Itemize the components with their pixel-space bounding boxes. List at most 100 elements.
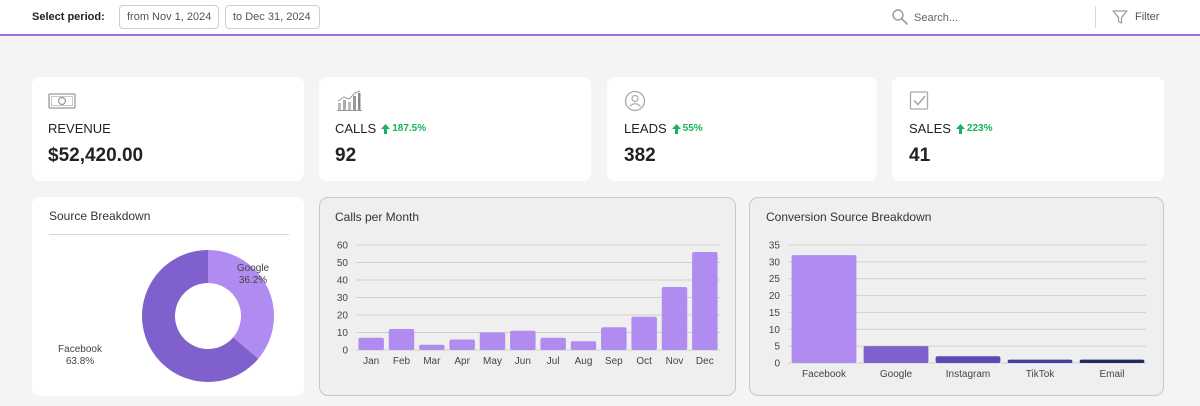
y-tick-label: 0 <box>342 346 348 357</box>
money-icon <box>48 93 76 109</box>
x-tick-label: Facebook <box>802 369 847 380</box>
y-tick-label: 10 <box>337 328 349 339</box>
bar-nov[interactable] <box>661 287 688 350</box>
bar-facebook[interactable] <box>791 255 857 363</box>
conversion-source-title: Conversion Source Breakdown <box>766 210 932 224</box>
search-input[interactable] <box>914 9 1074 27</box>
bar-email[interactable] <box>1079 359 1145 363</box>
bar-apr[interactable] <box>449 339 475 351</box>
sales-label: SALES <box>909 121 951 136</box>
bar-oct[interactable] <box>631 316 657 350</box>
slice-google-value: 36.2% <box>238 275 268 286</box>
donut-chart <box>142 250 274 382</box>
filter-label: Filter <box>1135 11 1160 23</box>
x-tick-label: Nov <box>666 356 684 367</box>
conversion-source-panel: Conversion Source Breakdown 0 5 10 15 20 25 30… <box>749 197 1164 396</box>
bar-tiktok[interactable] <box>1007 359 1073 363</box>
source-breakdown-title: Source Breakdown <box>49 209 151 223</box>
date-from-input[interactable]: from Nov 1, 2024 <box>119 5 219 29</box>
date-to-input[interactable]: to Dec 31, 2024 <box>225 5 320 29</box>
bar-chart-icon <box>337 90 362 111</box>
leads-card: LEADS 55% 382 <box>607 77 877 181</box>
top-bar: Select period: from Nov 1, 2024 to Dec 3… <box>0 0 1200 36</box>
slice-label-facebook: Facebook 63.8% <box>52 344 108 368</box>
bar-dec[interactable] <box>692 252 718 350</box>
sales-card: SALES 223% 41 <box>892 77 1164 181</box>
y-tick-label: 50 <box>337 258 349 269</box>
x-tick-label: Mar <box>423 356 441 367</box>
calls-per-month-panel: Calls per Month 0 10 20 30 40 50 60 Jan Feb Mar Ap… <box>319 197 736 396</box>
revenue-card: REVENUE $52,420.00 <box>32 77 304 181</box>
calls-per-month-chart: 0 10 20 30 40 50 60 Jan Feb Mar Apr May Jun Jul Aug Sep… <box>337 241 720 367</box>
x-tick-label: Oct <box>636 356 652 367</box>
y-tick-label: 30 <box>337 293 349 304</box>
slice-google-name: Google <box>236 263 270 274</box>
bar-instagram[interactable] <box>935 356 1001 363</box>
x-tick-label: Aug <box>575 356 593 367</box>
x-tick-label: Feb <box>393 356 411 367</box>
toolbar-divider <box>1095 6 1096 28</box>
x-tick-label: Instagram <box>946 369 990 380</box>
checkbox-icon <box>909 91 929 110</box>
y-tick-label: 25 <box>769 274 781 285</box>
calls-change: 187.5% <box>392 123 427 134</box>
bar-aug[interactable] <box>570 341 597 350</box>
y-tick-label: 15 <box>769 308 781 319</box>
x-tick-label: Jul <box>547 356 560 367</box>
bar-google[interactable] <box>863 346 929 363</box>
donut-slice-facebook[interactable] <box>142 250 259 382</box>
y-tick-label: 30 <box>769 257 781 268</box>
user-icon <box>624 90 646 112</box>
x-tick-label: Jan <box>363 356 379 367</box>
conversion-source-chart: 0 5 10 15 20 25 30 35 Facebook Google Instagram Tik… <box>769 241 1146 380</box>
calls-value: 92 <box>335 145 357 166</box>
leads-label: LEADS <box>624 121 667 136</box>
x-tick-label: Email <box>1099 369 1124 380</box>
calls-change-badge: 187.5% <box>381 123 426 134</box>
x-tick-label: May <box>483 356 502 367</box>
x-tick-label: Apr <box>454 356 470 367</box>
y-tick-label: 5 <box>774 342 780 353</box>
revenue-label: REVENUE <box>48 121 111 136</box>
bar-mar[interactable] <box>419 344 445 350</box>
arrow-up-icon <box>381 123 391 134</box>
period-label: Select period: <box>32 11 105 23</box>
calls-label: CALLS <box>335 121 377 136</box>
y-tick-label: 35 <box>769 241 781 252</box>
x-tick-label: Dec <box>696 356 714 367</box>
filter-icon <box>1112 10 1128 24</box>
arrow-up-icon <box>955 123 965 134</box>
sales-value: 41 <box>909 145 931 166</box>
calls-card: CALLS 187.5% 92 <box>319 77 591 181</box>
slice-facebook-name: Facebook <box>58 344 102 355</box>
panel-divider <box>49 234 289 235</box>
x-tick-label: Jun <box>515 356 531 367</box>
x-tick-label: Sep <box>605 356 623 367</box>
bar-may[interactable] <box>479 332 506 351</box>
arrow-up-icon <box>671 123 681 134</box>
y-tick-label: 20 <box>769 291 781 302</box>
leads-change: 55% <box>682 123 703 134</box>
slice-label-google: Google 36.2% <box>228 263 278 287</box>
bar-feb[interactable] <box>388 329 415 350</box>
bar-jan[interactable] <box>358 337 384 350</box>
leads-change-badge: 55% <box>671 123 703 134</box>
y-tick-label: 60 <box>337 241 349 252</box>
y-tick-label: 40 <box>337 276 349 287</box>
y-tick-label: 0 <box>774 359 780 370</box>
calls-per-month-title: Calls per Month <box>335 210 420 224</box>
revenue-value: $52,420.00 <box>48 145 144 166</box>
sales-change-badge: 223% <box>955 123 993 134</box>
bar-jun[interactable] <box>510 330 536 350</box>
bar-jul[interactable] <box>540 337 566 350</box>
x-tick-label: Google <box>880 369 913 380</box>
slice-facebook-value: 63.8% <box>65 356 95 367</box>
x-tick-label: TikTok <box>1026 369 1056 380</box>
donut-slice-google[interactable] <box>208 250 274 359</box>
search-icon[interactable] <box>891 8 909 26</box>
y-tick-label: 10 <box>769 325 781 336</box>
source-breakdown-panel: Source Breakdown Google 36.2% Facebook 6… <box>32 197 304 396</box>
filter-button[interactable]: Filter <box>1111 8 1159 26</box>
sales-change: 223% <box>966 123 993 134</box>
bar-sep[interactable] <box>601 327 627 350</box>
